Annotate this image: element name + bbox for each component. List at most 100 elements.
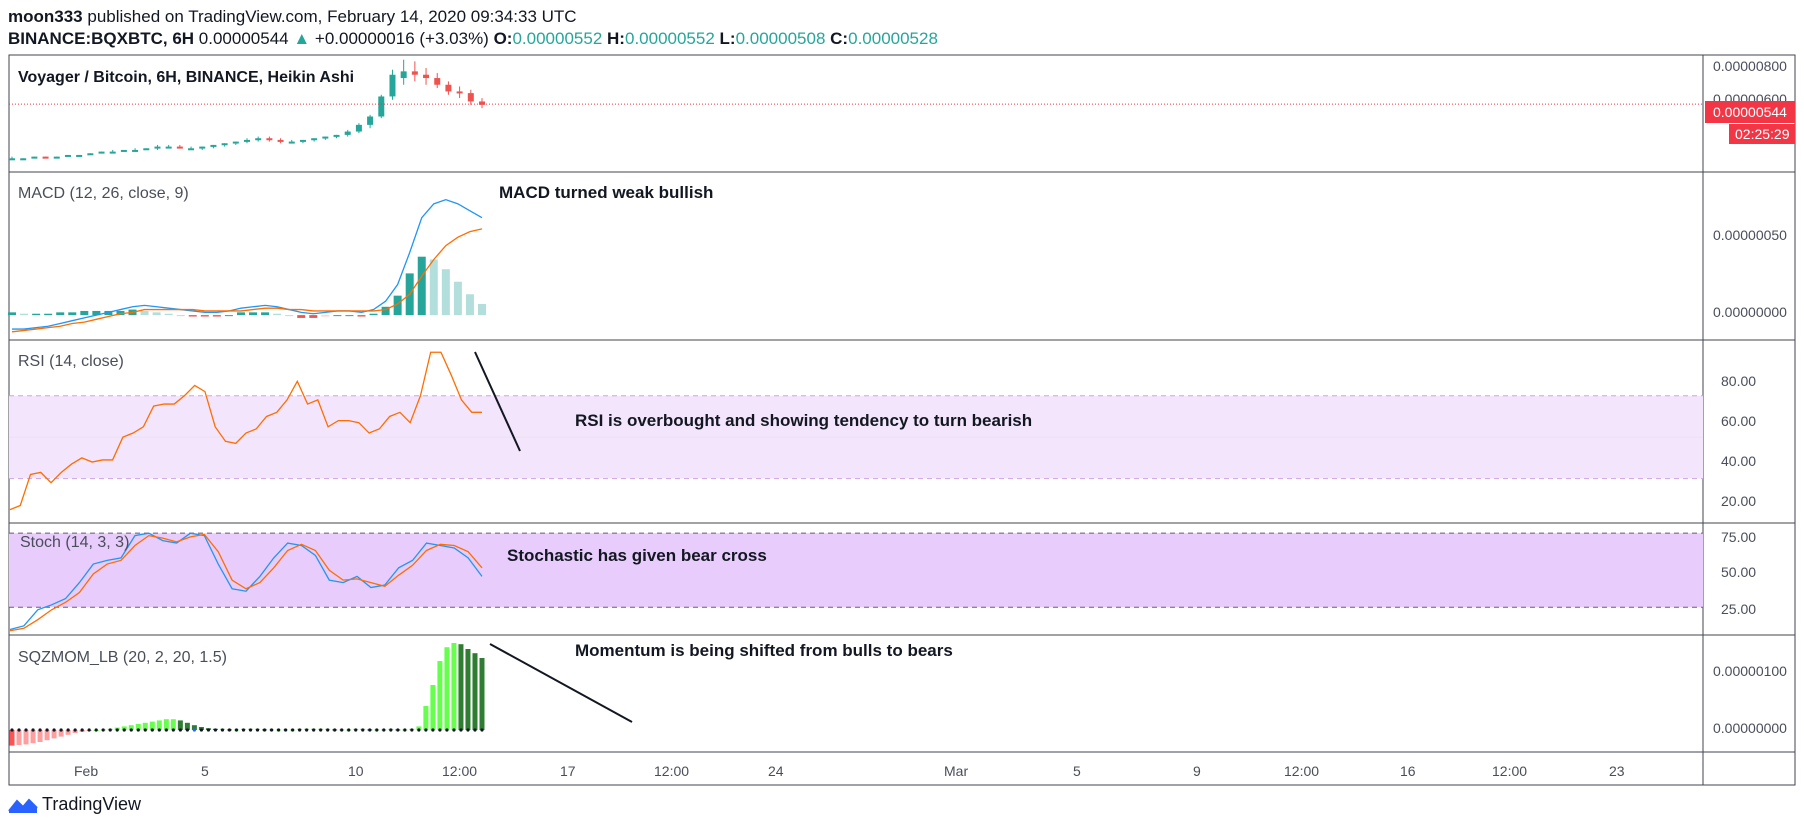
- macd-histogram-bar: [200, 315, 209, 317]
- sqzmom-bar: [472, 653, 478, 730]
- symbol-label: BINANCE:BQXBTC, 6H: [8, 29, 195, 48]
- candles-series: [9, 59, 485, 161]
- candle-body: [9, 158, 15, 161]
- sqzmom-bar: [30, 730, 36, 744]
- candle-body: [42, 156, 49, 159]
- time-tick: 5: [1073, 763, 1081, 779]
- squeeze-dot: [38, 728, 42, 732]
- open-label: O:: [493, 29, 513, 48]
- macd-histogram-bar: [261, 312, 270, 316]
- stoch-series: [9, 532, 483, 632]
- macd-tick: 0.00000050: [1713, 227, 1787, 243]
- macd-line: [12, 198, 483, 330]
- candle-body: [277, 139, 284, 142]
- candle-body: [244, 139, 250, 142]
- squeeze-dot: [143, 728, 147, 732]
- candle-body: [400, 71, 407, 79]
- sqzmom-pane-title: SQZMOM_LB (20, 2, 20, 1.5): [18, 649, 227, 666]
- candle-body: [411, 71, 418, 75]
- stoch-tick: 25.00: [1721, 601, 1756, 617]
- low-label: L:: [719, 29, 736, 48]
- macd-histogram-bar: [224, 315, 233, 317]
- time-tick: Feb: [74, 763, 98, 779]
- open-value: 0.00000552: [512, 29, 603, 48]
- macd-histogram-bar: [357, 315, 366, 317]
- macd-histogram-bar: [80, 310, 89, 316]
- sqzmom-bar: [170, 719, 176, 730]
- sqzmom-bar: [437, 661, 443, 730]
- macd-histogram-bar: [273, 313, 282, 316]
- macd-series: [8, 198, 486, 333]
- sqzmom-bar: [458, 644, 464, 730]
- sqzmom-bar: [51, 730, 57, 739]
- candle-body: [76, 154, 83, 157]
- sqzmom-bar: [16, 730, 22, 745]
- sqzmom-bar: [156, 720, 162, 730]
- squeeze-dot: [73, 728, 77, 732]
- time-tick: 16: [1400, 763, 1416, 779]
- squeeze-dot: [122, 728, 126, 732]
- macd-histogram-bar: [236, 312, 245, 316]
- tradingview-logo-icon[interactable]: [8, 796, 38, 814]
- stoch-tick: 50.00: [1721, 564, 1756, 580]
- rsi-line: [9, 351, 482, 511]
- candle-body: [423, 74, 430, 79]
- squeeze-dot: [108, 728, 112, 732]
- close-value: 0.00000528: [848, 29, 938, 48]
- squeeze-dot: [248, 728, 253, 732]
- squeeze-dot: [59, 728, 63, 732]
- sqzmom-bar: [142, 722, 148, 730]
- time-tick: 24: [768, 763, 784, 779]
- squeeze-dot: [319, 728, 323, 732]
- publisher-name[interactable]: moon333: [8, 7, 83, 26]
- macd-histogram-bar: [478, 304, 486, 316]
- squeeze-dot: [466, 728, 470, 732]
- time-tick: Mar: [944, 763, 968, 779]
- candle-body: [232, 141, 239, 144]
- sqzmom-bar: [135, 724, 141, 730]
- squeeze-dot: [276, 728, 281, 732]
- squeeze-dot: [234, 728, 239, 732]
- candle-body: [221, 143, 228, 146]
- sqzmom-series: [9, 643, 485, 746]
- sqzmom-bar: [451, 643, 457, 730]
- candle-body: [434, 78, 441, 85]
- squeeze-dot: [298, 728, 302, 732]
- macd-histogram-bar: [56, 312, 65, 316]
- rsi-tick: 40.00: [1721, 453, 1756, 469]
- macd-histogram-bar: [393, 295, 402, 316]
- tradingview-brand[interactable]: TradingView: [42, 794, 142, 814]
- time-tick: 10: [348, 763, 364, 779]
- macd-histogram-bar: [44, 313, 53, 316]
- sqzmom-bar: [465, 649, 471, 730]
- candle-body: [210, 144, 217, 147]
- sqzmom-bar: [121, 726, 127, 730]
- squeeze-dot: [368, 728, 372, 732]
- sqzmom-bar: [128, 725, 134, 730]
- squeeze-dot: [326, 728, 330, 732]
- rsi-series: [9, 351, 1703, 511]
- candle-body: [322, 136, 329, 139]
- squeeze-dot: [312, 728, 316, 732]
- macd-histogram-bar: [321, 315, 330, 317]
- squeeze-dot: [94, 728, 98, 732]
- squeeze-dot: [115, 728, 119, 732]
- chart-canvas[interactable]: Voyager / Bitcoin, 6H, BINANCE, Heikin A…: [0, 0, 1804, 790]
- candle-body: [31, 156, 38, 159]
- squeeze-dot: [382, 728, 386, 732]
- candle-body: [20, 158, 27, 161]
- candle-body: [333, 134, 340, 137]
- candle-body: [109, 151, 116, 154]
- squeeze-dot: [24, 728, 28, 732]
- squeeze-dot: [220, 728, 225, 732]
- squeeze-dot: [269, 728, 274, 732]
- rsi-trend-line[interactable]: [474, 351, 521, 452]
- candle-body: [87, 153, 94, 156]
- squeeze-dot: [185, 728, 189, 732]
- sqzmom-bar: [37, 730, 43, 742]
- time-axis[interactable]: Feb 5 10 12:00 17 12:00 24 Mar 5 9 12:00…: [74, 763, 1625, 779]
- rsi-pane-title: RSI (14, close): [18, 353, 124, 370]
- sqzmom-trend-line[interactable]: [489, 643, 633, 723]
- stoch-band: [9, 533, 1703, 608]
- macd-histogram-bar: [429, 259, 438, 316]
